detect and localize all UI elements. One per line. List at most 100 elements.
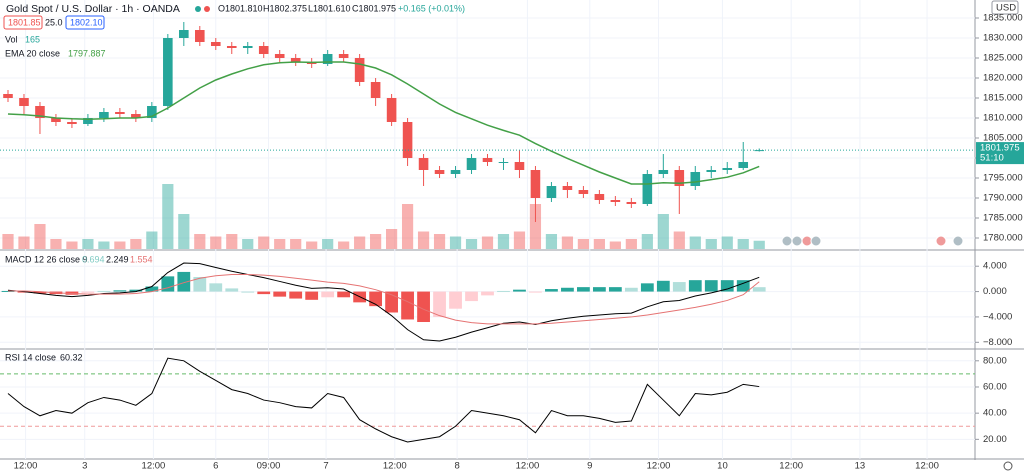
volume-bar: [737, 239, 749, 249]
volume-bar: [625, 239, 637, 249]
x-tick-label: 12:00: [516, 461, 540, 472]
labels: Gold Spot / U.S. Dollar · 1h · OANDA O18…: [3, 3, 1024, 472]
last-price-label: 1801.975: [980, 143, 1020, 154]
currency-box[interactable]: [991, 0, 1019, 15]
close-label: C1801.975: [352, 3, 396, 13]
ask-box[interactable]: [65, 15, 105, 30]
volume-bar: [210, 236, 222, 249]
volume-bar: [433, 234, 446, 249]
candle-body: [706, 170, 717, 172]
candle-body: [434, 170, 445, 174]
rsi-line: [7, 357, 760, 443]
macd-histogram-bar: [225, 288, 239, 292]
event-icons[interactable]: [781, 235, 964, 247]
macd-histogram-bar: [481, 291, 494, 296]
candle-body: [99, 112, 109, 118]
candle-body: [19, 98, 29, 106]
volume-bar: [194, 234, 206, 249]
volume-bar: [689, 236, 701, 249]
macd-histogram-bar: [752, 287, 766, 292]
candle-body: [274, 54, 285, 58]
candle-body: [226, 46, 237, 48]
volume-legend: Vol: [5, 34, 18, 44]
y-tick-label: 80.00: [983, 355, 1007, 366]
candle-body: [690, 172, 701, 186]
volume-bar: [721, 236, 733, 249]
candle-body: [3, 94, 13, 98]
macd-line: [7, 273, 760, 325]
macd-histogram-bar: [672, 282, 686, 292]
macd-histogram-bar: [401, 291, 414, 320]
y-tick-label: 40.00: [983, 408, 1007, 419]
x-tick-label: 12:00: [647, 461, 671, 472]
macd-legend: MACD 12 26 close 9: [5, 254, 88, 264]
candle-body: [450, 170, 461, 174]
ema-value: 1797.887: [68, 48, 106, 58]
macd-histogram-bar: [640, 283, 654, 292]
status-dot: [195, 6, 201, 12]
candle-body: [594, 194, 605, 200]
candle-body: [115, 112, 125, 114]
macd-histogram-bar: [529, 291, 542, 293]
ask: 1802.10: [70, 17, 103, 27]
candle-body: [258, 46, 269, 54]
volume-bar: [641, 234, 653, 249]
signal-value: 1.554: [130, 254, 153, 264]
volume-bar: [417, 231, 430, 249]
volume-bar: [66, 241, 78, 249]
macd-histogram-bar: [177, 271, 191, 292]
volume-bar: [18, 236, 30, 249]
candle-body: [722, 168, 733, 170]
symbol-title[interactable]: Gold Spot / U.S. Dollar · 1h · OANDA: [6, 3, 180, 15]
volume-bar: [577, 239, 589, 249]
macd-histogram-bar: [161, 276, 175, 292]
candle-body: [51, 118, 61, 122]
y-tick-label: 60.00: [983, 381, 1007, 392]
y-tick-label: 1830.000: [983, 33, 1023, 44]
macd-histogram-bar: [577, 287, 590, 292]
candle-body: [626, 202, 637, 204]
candle-body: [482, 158, 493, 162]
volume-bar: [338, 241, 350, 249]
macd-histogram-bar: [720, 280, 734, 292]
volume-bar: [753, 240, 765, 249]
macd-histogram-bar: [305, 291, 319, 300]
candle-body: [370, 82, 381, 98]
y-tick-label: −8.000: [983, 337, 1012, 348]
y-tick-label: 1815.000: [983, 93, 1023, 104]
macd-histogram-bar: [241, 291, 255, 293]
macd-histogram-bar: [273, 291, 287, 297]
macd-histogram-bar: [337, 291, 351, 298]
x-tick-label: 3: [82, 461, 87, 472]
macd-histogram-bar: [704, 280, 718, 292]
macd-histogram-bar: [608, 287, 622, 292]
settings-icon[interactable]: [1003, 461, 1013, 471]
rsi-value: 60.32: [60, 352, 83, 362]
change-label: +0.165 (+0.01%): [398, 3, 465, 13]
candle-body: [514, 162, 525, 170]
macd-histogram-bar: [736, 280, 750, 292]
open-label: O1801.810: [218, 3, 263, 13]
volume-bar: [657, 214, 669, 249]
macd-histogram-bar: [433, 291, 446, 317]
ema-line: [7, 61, 760, 185]
volume-bar: [242, 239, 254, 249]
bid-box[interactable]: [3, 15, 43, 30]
volume-bar: [146, 231, 158, 249]
volume-bar: [370, 234, 382, 249]
volume-bar: [162, 184, 174, 249]
candle-body: [242, 46, 253, 48]
volume-bar: [513, 231, 526, 249]
volume-bar: [306, 241, 318, 249]
volume-bar: [593, 239, 605, 249]
volume-bar: [609, 241, 621, 249]
macd-histogram-bar: [624, 287, 638, 292]
volume-bar: [449, 236, 462, 249]
volume-bar: [34, 224, 46, 249]
volume-bar: [529, 204, 542, 249]
x-tick-label: 9: [587, 461, 592, 472]
volume-bar: [258, 236, 270, 249]
candle-body: [131, 114, 141, 118]
candle-body: [179, 30, 189, 38]
candle-body: [163, 38, 173, 106]
